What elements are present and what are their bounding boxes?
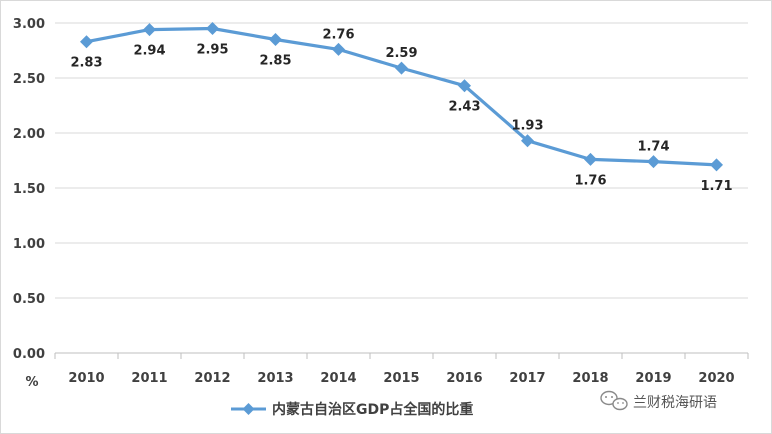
y-tick-label: 2.00 (13, 127, 45, 142)
x-tick-label: 2014 (320, 371, 356, 386)
data-label: 2.59 (385, 46, 417, 61)
x-tick-label: 2020 (698, 371, 734, 386)
y-tick-label: 0.00 (13, 347, 45, 362)
data-point-marker (143, 23, 156, 37)
data-point-marker (395, 61, 408, 75)
data-point-marker (584, 152, 597, 166)
x-tick-label: 2013 (257, 371, 293, 386)
x-tick-label: 2010 (68, 371, 104, 386)
data-labels: 2.83 2.94 2.95 2.85 2.76 2.59 2.43 1.93 1.76 1.74… (70, 27, 732, 194)
legend-label: 内蒙古自治区GDP占全国的比重 (272, 401, 473, 418)
x-tick-label: 2018 (572, 371, 608, 386)
data-point-marker (521, 134, 534, 148)
data-label: 2.85 (259, 54, 291, 69)
data-label: 2.83 (70, 56, 102, 71)
data-point-marker (710, 158, 723, 172)
y-tick-label: 2.50 (13, 72, 45, 87)
data-point-marker (80, 35, 93, 49)
data-label: 2.94 (133, 44, 165, 59)
x-axis (54, 352, 749, 359)
y-tick-label: 0.50 (13, 292, 45, 307)
y-axis-unit: % (25, 375, 38, 390)
y-axis-ticks: 0.00 0.50 1.00 1.50 2.00 2.50 3.00 (13, 17, 45, 362)
data-point-marker (269, 33, 282, 46)
data-label: 2.76 (322, 27, 354, 42)
data-point-marker (332, 42, 345, 56)
series-markers (80, 22, 723, 172)
data-point-marker (647, 155, 660, 169)
data-label: 2.43 (448, 100, 480, 115)
x-tick-label: 2011 (131, 371, 167, 386)
data-point-marker (206, 22, 219, 35)
wechat-icon (600, 390, 628, 411)
y-tick-label: 3.00 (13, 17, 45, 32)
x-tick-label: 2016 (446, 371, 482, 386)
watermark-text: 兰财税海研语 (633, 395, 717, 411)
data-label: 1.71 (700, 179, 732, 194)
legend: 内蒙古自治区GDP占全国的比重 (231, 401, 473, 418)
data-point-marker (458, 79, 471, 93)
gridlines (55, 22, 748, 299)
watermark: 兰财税海研语 (600, 390, 717, 411)
x-tick-label: 2012 (194, 371, 230, 386)
x-tick-label: 2015 (383, 371, 419, 386)
x-tick-label: 2017 (509, 371, 545, 386)
data-label: 2.95 (196, 43, 228, 58)
data-label: 1.93 (511, 119, 543, 134)
y-tick-label: 1.00 (13, 237, 45, 252)
x-axis-ticks: 2010 2011 2012 2013 2014 2015 2016 2017 2018 2019… (68, 371, 734, 386)
data-label: 1.74 (637, 140, 669, 155)
legend-marker (242, 403, 255, 415)
data-label: 1.76 (574, 173, 606, 188)
x-tick-label: 2019 (635, 371, 671, 386)
y-tick-label: 1.50 (13, 182, 45, 197)
